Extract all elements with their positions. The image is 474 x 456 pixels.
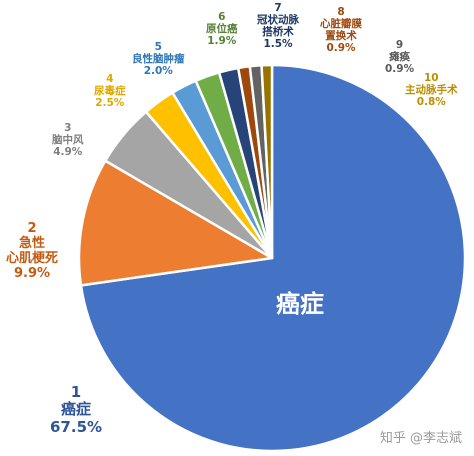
label-name-7b: 搭桥术: [262, 26, 294, 39]
label-pct-9: 0.9%: [385, 63, 415, 76]
label-name-2b: 心肌梗死: [6, 250, 59, 266]
label-rank-8: 8: [337, 6, 345, 18]
label-rank-10: 10: [423, 72, 439, 84]
slice-inner-label: 癌症: [276, 290, 324, 318]
label-name-6: 原位癌: [206, 23, 238, 36]
label-name-7a: 冠状动脉: [257, 14, 299, 27]
label-slice-2: 2 急性 心肌梗死 9.9%: [6, 221, 59, 282]
label-slice-9: 9 瘫痪 0.9%: [385, 39, 414, 75]
label-name-2a: 急性: [19, 235, 46, 251]
label-slice-1: 1 癌症 67.5%: [50, 383, 103, 436]
label-pct-7: 1.5%: [263, 38, 293, 51]
label-rank-5: 5: [154, 41, 162, 53]
label-pct-1: 67.5%: [50, 417, 103, 436]
label-name-9: 瘫痪: [389, 51, 411, 64]
label-rank-3: 3: [64, 122, 72, 134]
watermark: 知乎 @李志斌: [379, 431, 462, 446]
label-slice-4: 4 尿毒症 2.5%: [94, 73, 126, 109]
label-pct-6: 1.9%: [207, 35, 237, 48]
label-slice-10: 10 主动脉手术 0.8%: [405, 72, 458, 108]
label-name-10: 主动脉手术: [405, 84, 458, 97]
pie-slice-10: [260, 63, 274, 260]
label-slice-7: 7 冠状动脉 搭桥术 1.5%: [257, 2, 299, 50]
label-pct-4: 2.5%: [95, 97, 125, 110]
label-name-1: 癌症: [61, 400, 92, 419]
label-rank-2: 2: [27, 221, 37, 236]
label-name-8a: 心脏瓣膜: [320, 18, 362, 31]
label-rank-9: 9: [395, 39, 404, 51]
label-rank-1: 1: [70, 383, 82, 401]
label-rank-6: 6: [218, 11, 226, 23]
label-pct-3: 4.9%: [53, 146, 83, 159]
label-slice-5: 5 良性脑肿瘤 2.0%: [132, 41, 185, 77]
pie-slice-2: [77, 159, 274, 287]
label-name-5: 良性脑肿瘤: [132, 53, 185, 66]
label-pct-2: 9.9%: [13, 265, 51, 281]
label-rank-7: 7: [274, 2, 282, 14]
label-name-4: 尿毒症: [94, 85, 126, 98]
label-slice-8: 8 心脏瓣膜 置换术 0.9%: [320, 6, 362, 54]
label-name-3: 脑中风: [52, 134, 84, 147]
label-pct-10: 0.8%: [416, 96, 446, 109]
label-pct-8: 0.9%: [326, 42, 356, 55]
label-pct-5: 2.0%: [143, 65, 173, 78]
label-rank-4: 4: [106, 73, 114, 85]
label-slice-3: 3 脑中风 4.9%: [52, 122, 84, 158]
label-name-8b: 置换术: [325, 30, 357, 43]
label-slice-6: 6 原位癌 1.9%: [206, 11, 238, 47]
